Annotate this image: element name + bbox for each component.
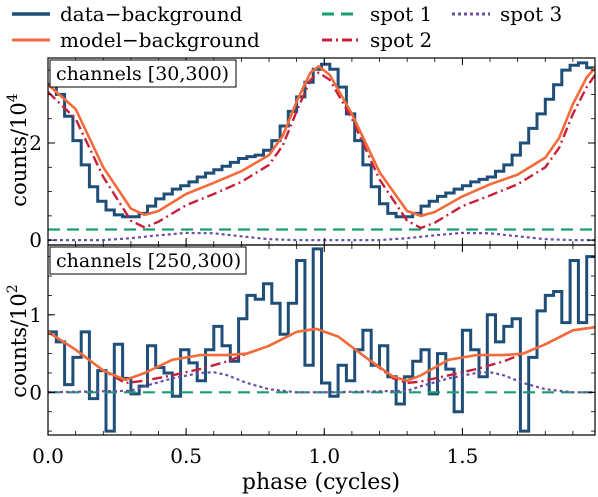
bottom-panel-label: channels [250,300) — [56, 250, 241, 272]
bottom-y-axis-label: counts/102 — [5, 284, 31, 397]
bottom-y-tick-label: 0 — [29, 380, 42, 404]
top-y-axis-label: counts/104 — [5, 93, 31, 206]
bottom-panel-frame — [47, 244, 596, 436]
x-tick-label: 0.5 — [170, 444, 202, 468]
top-y-tick-label: 2 — [29, 131, 42, 155]
top-panel: 0 2 channels [30,300) counts/104 — [5, 57, 596, 252]
bottom-data-steps — [48, 247, 595, 433]
bottom-y-tick-label: 1 — [29, 303, 42, 327]
legend-label-data: data−background — [60, 2, 243, 26]
top-model-line — [48, 65, 595, 218]
legend-label-spot2: spot 2 — [370, 28, 432, 52]
x-tick-label: 1.5 — [446, 444, 478, 468]
top-panel-label: channels [30,300) — [56, 63, 229, 85]
legend-label-spot3: spot 3 — [500, 2, 562, 26]
legend-label-model: model−background — [60, 28, 260, 52]
bottom-panel-label-box: channels [250,300) — [49, 246, 247, 275]
top-panel-label-box: channels [30,300) — [49, 59, 237, 88]
x-axis-label: phase (cycles) — [242, 470, 400, 495]
bottom-model-line — [48, 325, 595, 383]
bottom-panel: 0.0 0.5 1.0 1.5 0 1 channels [250,300) counts… — [5, 244, 596, 468]
top-spot2-line — [48, 71, 595, 230]
x-tick-label: 0.0 — [32, 444, 64, 468]
top-spot3-line — [48, 231, 595, 242]
top-y-tick-label: 0 — [29, 228, 42, 252]
legend-label-spot1: spot 1 — [370, 2, 432, 26]
x-tick-label: 1.0 — [308, 444, 340, 468]
